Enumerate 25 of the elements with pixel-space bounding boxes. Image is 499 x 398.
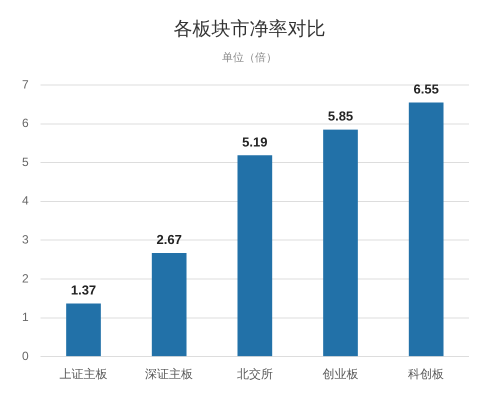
bar	[237, 155, 272, 356]
x-tick-label: 科创板	[408, 367, 444, 382]
y-tick-label: 5	[22, 154, 29, 169]
data-label: 2.67	[156, 232, 182, 248]
y-tick-label: 6	[22, 116, 29, 130]
y-tick-label: 4	[22, 194, 29, 208]
data-label: 6.55	[414, 82, 439, 97]
chart-title: 各板块市净率对比	[172, 17, 326, 42]
y-tick-label: 3	[22, 232, 29, 247]
data-label: 5.85	[328, 108, 354, 124]
x-tick-label: 北交所	[236, 367, 273, 382]
y-tick-label: 1	[22, 310, 29, 324]
y-tick-label: 0	[22, 348, 29, 363]
x-tick-label: 创业板	[322, 367, 358, 382]
bar	[408, 102, 444, 356]
chart-subtitle: 单位（倍）	[221, 50, 278, 65]
y-tick-label: 2	[22, 271, 29, 286]
bar	[152, 253, 187, 356]
x-tick-label: 上证主板	[60, 367, 108, 382]
bar	[323, 130, 358, 356]
data-label: 5.19	[242, 134, 268, 150]
bar	[66, 303, 101, 356]
x-tick-label: 深证主板	[145, 367, 194, 382]
data-label: 1.37	[70, 282, 96, 298]
y-tick-label: 7	[22, 77, 29, 92]
